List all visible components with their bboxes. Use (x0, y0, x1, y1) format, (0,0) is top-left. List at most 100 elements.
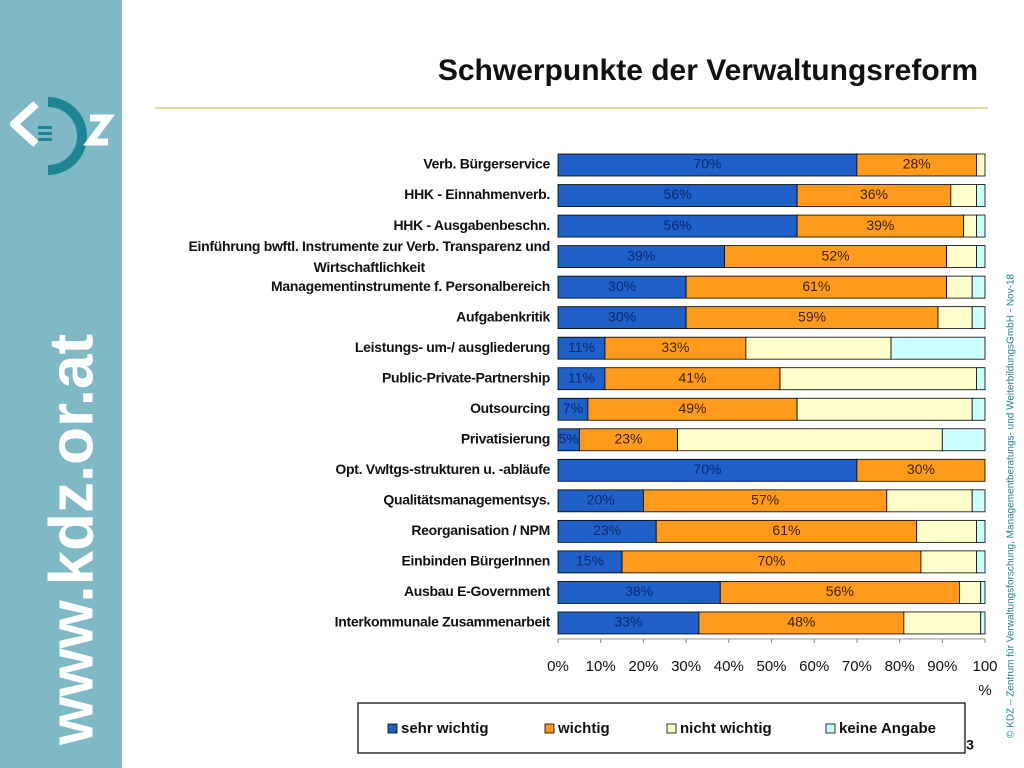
legend-swatch (666, 723, 677, 734)
y-tick-label: Opt. Vwltgs-strukturen u. -abläufe (335, 461, 550, 477)
bar-segment (745, 336, 892, 360)
bar-segment (976, 367, 986, 391)
legend-swatch (825, 723, 836, 734)
data-label: 39% (627, 247, 655, 263)
y-tick-label: Managementinstrumente f. Personalbereich (271, 278, 550, 294)
data-label: 30% (608, 308, 636, 324)
logo-bar (38, 138, 52, 141)
bar-segment (920, 550, 977, 574)
bar-segment (903, 611, 982, 635)
y-tick-label: HHK - Einnahmenverb. (404, 186, 550, 202)
y-tick-label: Einbinden BürgerInnen (402, 553, 550, 569)
slide-title: Schwerpunkte der Verwaltungsreform (438, 54, 978, 87)
y-tick-label: Interkommunale Zusammenarbeit (335, 614, 551, 630)
data-label: 59% (798, 308, 826, 324)
y-tick-label: Aufgabenkritik (456, 308, 550, 324)
bar-segment (976, 184, 986, 207)
legend-swatch (544, 723, 555, 734)
bar-segment (677, 428, 943, 452)
x-tick-label: 40% (714, 658, 744, 675)
bar-segment (971, 397, 986, 421)
legend-label: nicht wichtig (680, 720, 772, 737)
x-tick-label: 0% (547, 658, 569, 675)
sidebar-url: www.kdz.or.at (37, 334, 106, 746)
data-label: 5% (559, 430, 579, 446)
y-tick-label: Qualitätsmanagementsys. (383, 492, 550, 508)
bar-segment (946, 275, 973, 299)
bar-segment (958, 581, 982, 604)
bar-segment (937, 306, 973, 330)
data-label: 49% (678, 400, 706, 416)
bar-segment (916, 519, 977, 543)
bar-segment (971, 275, 986, 299)
data-label: 28% (903, 156, 931, 172)
x-tick-label: 90% (927, 658, 957, 675)
x-tick-label: 70% (842, 658, 872, 675)
legend-swatch (387, 723, 398, 734)
bar-segment (976, 550, 986, 574)
data-label: 41% (678, 369, 706, 385)
data-label: 56% (664, 217, 692, 233)
legend-label: keine Angabe (839, 720, 936, 737)
bar-segment (980, 611, 986, 635)
y-tick-label: Public-Private-Partnership (382, 369, 550, 385)
bar-segment (976, 245, 986, 268)
data-label: 48% (787, 614, 815, 630)
legend-label: sehr wichtig (401, 720, 489, 737)
y-tick-label: Leistungs- um-/ ausgliederung (355, 339, 550, 355)
data-label: 36% (860, 186, 888, 202)
y-tick-label: HHK - Ausgabenbeschn. (393, 217, 550, 233)
bar-segment (980, 581, 986, 604)
legend-box (357, 702, 966, 754)
data-label: 30% (907, 461, 935, 477)
copyright: © KDZ – Zentrum für Verwaltungsforschung… (1006, 273, 1017, 738)
data-label: 33% (614, 614, 642, 630)
data-label: 23% (593, 522, 621, 538)
legend-label: wichtig (557, 720, 610, 737)
bar-segment (971, 489, 986, 513)
data-label: 70% (757, 553, 785, 569)
data-label: 11% (568, 339, 595, 355)
data-label: 33% (661, 339, 689, 355)
y-tick-label: Ausbau E-Government (404, 583, 551, 599)
data-label: 61% (772, 522, 800, 538)
bar-segment (976, 214, 986, 238)
bar-segment (963, 214, 977, 238)
logo-bar (38, 126, 52, 129)
y-tick-label: Reorganisation / NPM (411, 522, 550, 538)
data-label: 61% (802, 278, 830, 294)
x-tick-label: 50% (756, 658, 786, 675)
data-label: 20% (587, 492, 615, 508)
y-tick-label: Outsourcing (470, 400, 550, 416)
logo-d (47, 97, 87, 175)
page-number: 3 (966, 737, 974, 753)
bar-segment (890, 336, 986, 360)
bar-segment (946, 245, 977, 268)
data-label: 15% (576, 553, 604, 569)
logo (10, 97, 115, 175)
bar-segment (856, 458, 986, 482)
data-label: 70% (693, 156, 721, 172)
data-label: 52% (822, 247, 850, 263)
data-label: 70% (693, 461, 721, 477)
data-label: 57% (751, 492, 779, 508)
data-label: 39% (866, 217, 894, 233)
bar-segment (886, 489, 973, 513)
data-label: 7% (563, 400, 583, 416)
y-tick-label: Verb. Bürgerservice (423, 156, 550, 172)
logo-z (83, 114, 115, 146)
x-tick-label: 30% (671, 658, 701, 675)
x-tick-label: 100% (972, 658, 997, 699)
x-tick-label: 60% (799, 658, 829, 675)
data-label: 11% (568, 369, 595, 385)
data-label: 56% (826, 583, 854, 599)
data-label: 38% (625, 583, 653, 599)
x-tick-label: 20% (628, 658, 658, 675)
bar-segment (779, 367, 977, 391)
data-label: 23% (614, 430, 642, 446)
x-tick-label: 10% (586, 658, 616, 675)
bar-segment (941, 428, 986, 452)
y-tick-label: Einführung bwftl. Instrumente zur Verb. … (188, 238, 550, 275)
y-tick-label: Privatisierung (461, 430, 550, 446)
